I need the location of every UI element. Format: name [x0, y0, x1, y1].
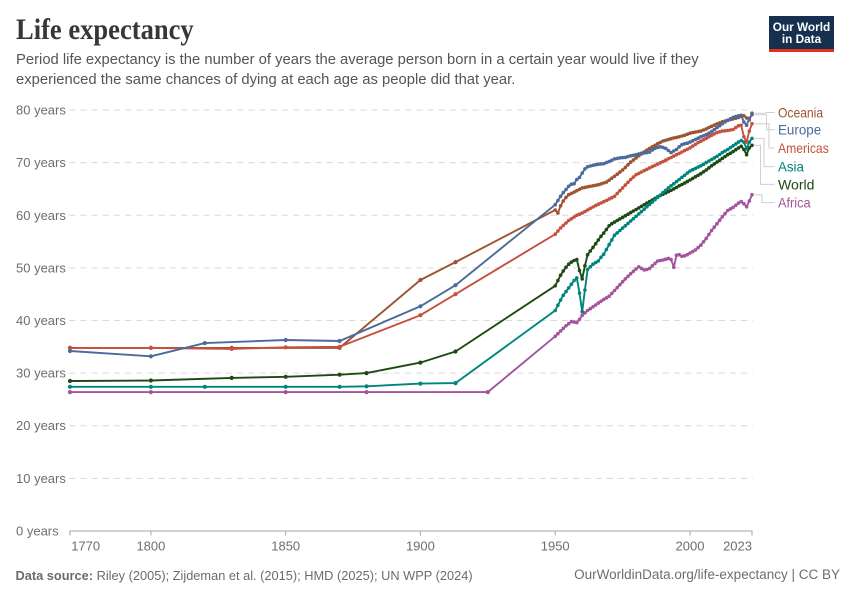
svg-text:30 years: 30 years: [16, 366, 66, 381]
svg-text:60 years: 60 years: [16, 208, 66, 223]
svg-text:20 years: 20 years: [16, 418, 66, 433]
svg-text:0 years: 0 years: [16, 524, 59, 539]
svg-text:Oceania: Oceania: [778, 105, 823, 121]
svg-text:1900: 1900: [406, 538, 435, 553]
svg-text:1850: 1850: [271, 538, 300, 553]
svg-text:2023: 2023: [723, 538, 752, 553]
svg-text:2000: 2000: [676, 538, 705, 553]
svg-text:40 years: 40 years: [16, 313, 66, 328]
svg-text:Europe: Europe: [778, 122, 821, 138]
svg-text:70 years: 70 years: [16, 155, 66, 170]
svg-text:10 years: 10 years: [16, 471, 66, 486]
svg-text:1800: 1800: [136, 538, 165, 553]
svg-text:80 years: 80 years: [16, 103, 66, 118]
svg-text:World: World: [778, 176, 815, 192]
svg-text:Africa: Africa: [778, 195, 811, 211]
svg-text:Asia: Asia: [778, 159, 804, 175]
svg-text:1770: 1770: [71, 538, 100, 553]
svg-text:50 years: 50 years: [16, 260, 66, 275]
svg-text:1950: 1950: [541, 538, 570, 553]
svg-text:Americas: Americas: [778, 140, 829, 156]
